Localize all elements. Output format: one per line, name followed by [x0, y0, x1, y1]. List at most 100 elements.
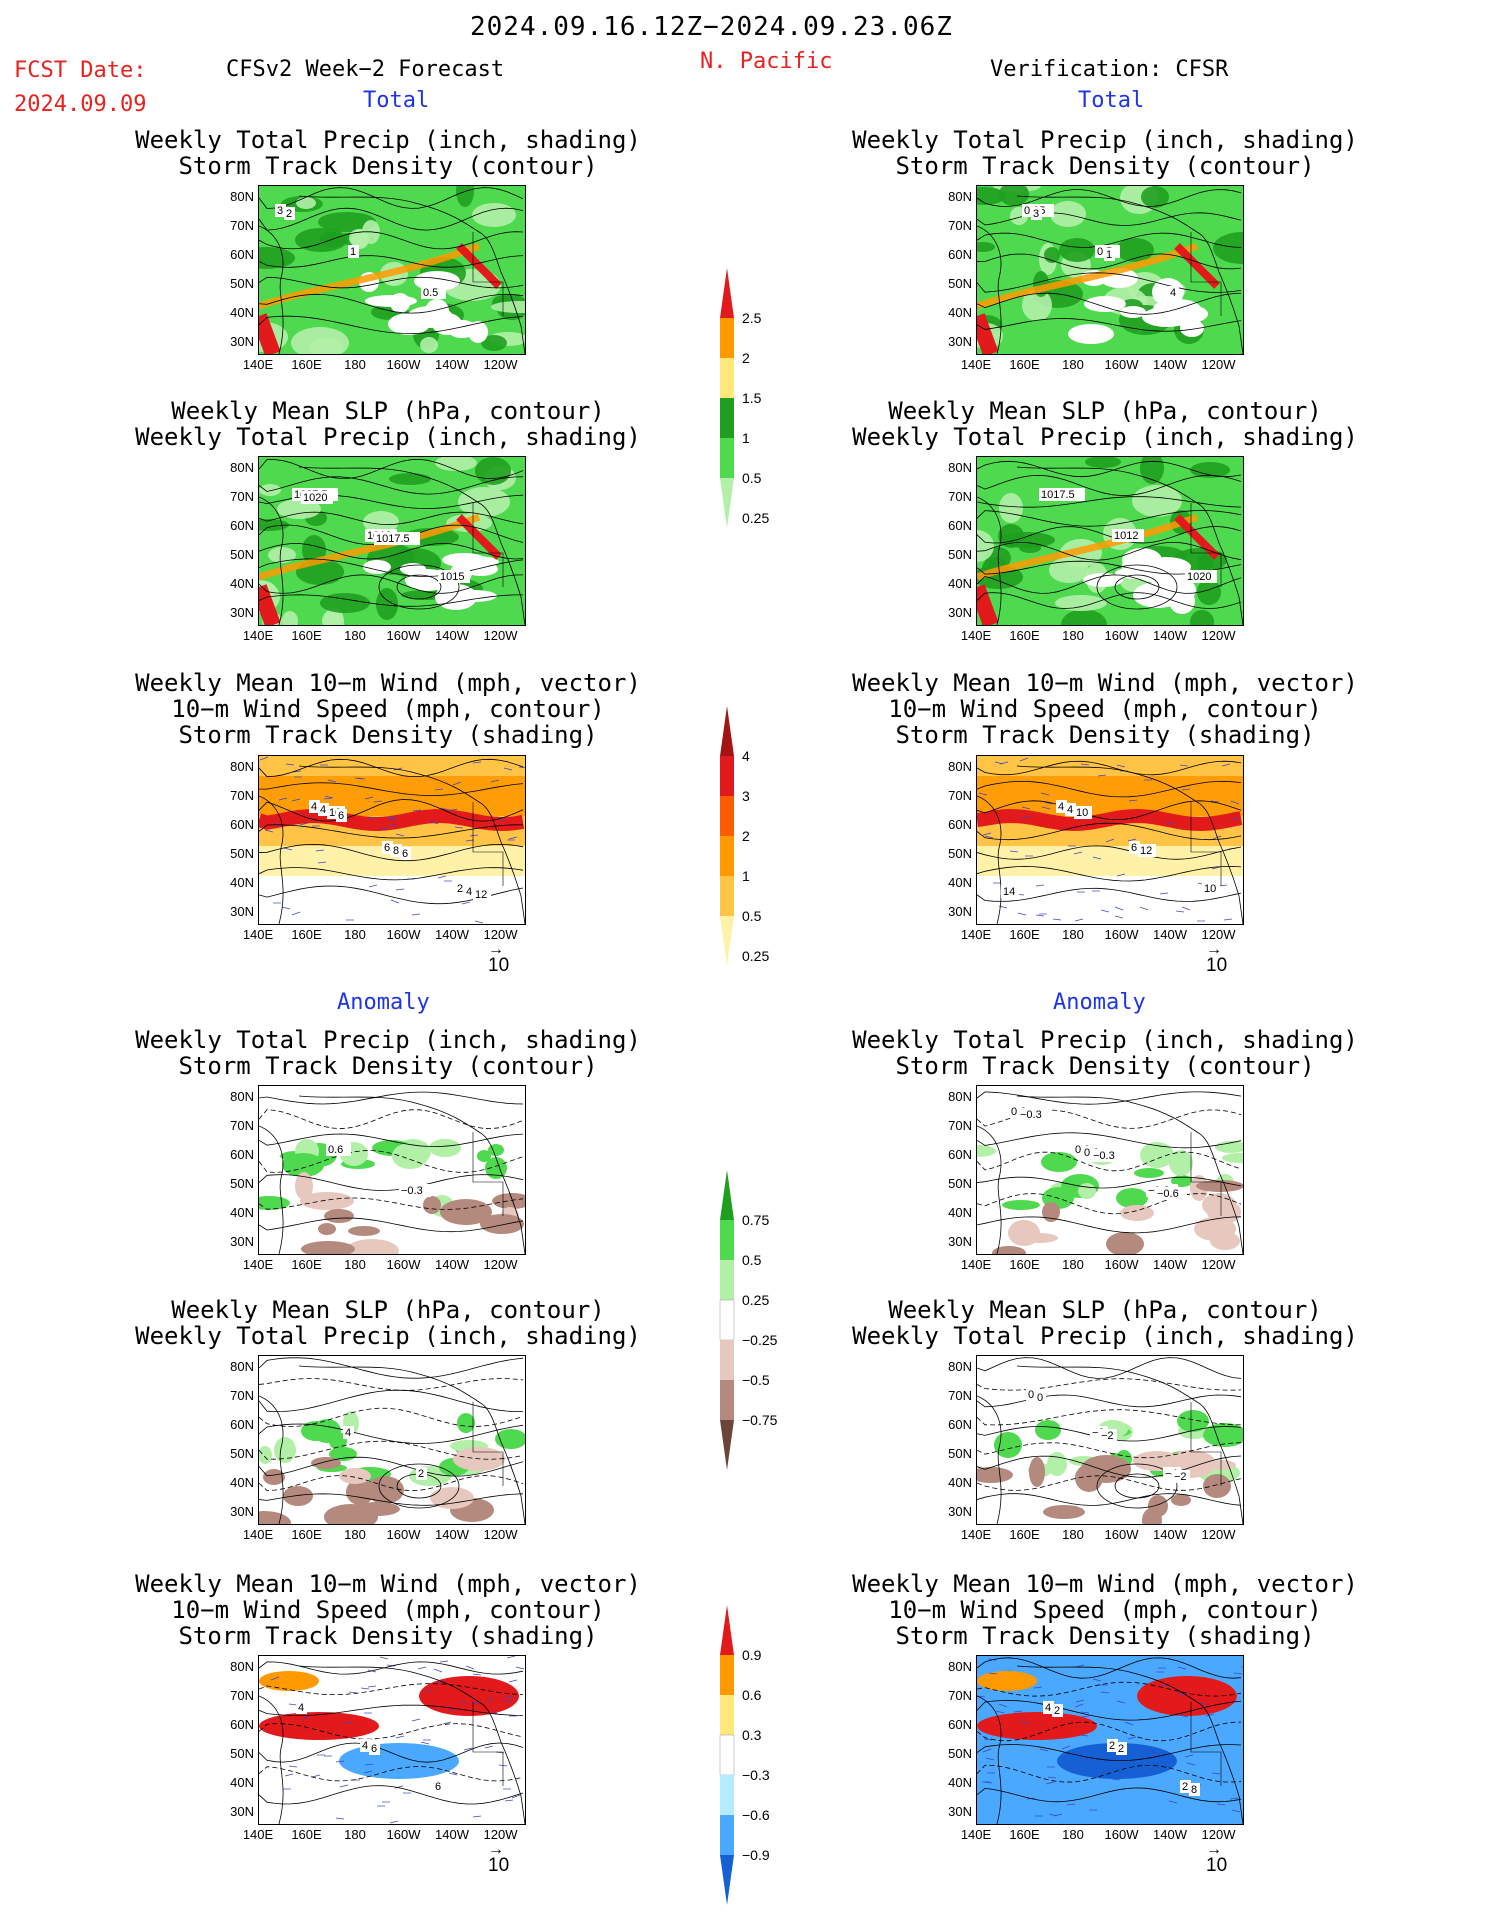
cb-precip-anom-svg: [719, 1170, 735, 1470]
fc_anom_wind-wind-vector: [270, 1676, 280, 1681]
vf_anom_precip-dry-anom: [1120, 1205, 1154, 1221]
vf_total_wind-reference-value: 10: [1206, 955, 1228, 976]
vf_anom_wind-contour: [977, 1657, 1242, 1679]
fc_anom_slp-contour: [259, 1357, 524, 1379]
fc_total_slp-precip-max: [456, 514, 502, 560]
vf_total_wind-lat-label: 70N: [948, 788, 972, 803]
fc_total_slp-lon-label: 140W: [435, 628, 469, 643]
vf_anom_precip-title: Weekly Total Precip (inch, shading) Storm…: [795, 1027, 1415, 1079]
cb-precip-anom-tick-label: −0.75: [742, 1412, 778, 1428]
vf_total_wind-contour-label: 4: [1056, 800, 1067, 813]
fc_anom_slp-dry-anom: [339, 1468, 371, 1484]
vf_anom_slp-svg: −2−40−2−20: [977, 1357, 1243, 1524]
vf_total_wind-title-line: Storm Track Density (shading): [895, 721, 1315, 749]
fc_total_precip-precip-cell: [481, 335, 507, 351]
vf_anom_wind-wind-vector: [1111, 1778, 1121, 1781]
vf_anom_wind-lon-label: 120W: [1201, 1827, 1236, 1842]
vf_anom_wind-wind-vector: [1229, 1797, 1239, 1800]
vf_anom_slp-contour: [977, 1409, 1242, 1426]
svg-text:3: 3: [1033, 208, 1039, 220]
fc_total_precip-lat-label: 60N: [230, 247, 254, 262]
vf_anom_precip-wet-anom: [1041, 1152, 1077, 1172]
svg-text:1: 1: [1106, 249, 1112, 261]
fc_anom_precip-lat-label: 70N: [230, 1118, 254, 1133]
fc_total_slp-precip-max: [259, 584, 281, 625]
vf_anom_wind-border: [1190, 1702, 1222, 1786]
fc_anom_precip-wet-anom: [488, 1144, 504, 1156]
fc_anom_wind-wind-vector: [472, 1673, 482, 1676]
fc_anom_wind-wind-vector: [504, 1799, 514, 1802]
vf_total_wind-wind-vector: [1179, 764, 1189, 767]
vf_anom_precip-wet-anom: [1222, 1153, 1243, 1163]
fc_anom_wind-lon-label: 120W: [483, 1827, 518, 1842]
vf_anom_wind-lat-label: 60N: [948, 1717, 972, 1732]
fc_total_slp-lon-label: 180: [344, 628, 366, 643]
fc_total_wind-wind-vector: [440, 807, 450, 811]
fc_total_precip-precip-cell: [320, 232, 344, 248]
vf_anom_slp-dry-anom: [1029, 1457, 1045, 1487]
fc_anom_slp-dry-anom: [311, 1457, 341, 1469]
fc_total_wind-wind-vector: [412, 809, 422, 812]
cb-precip-anom-tick-label: 0.75: [742, 1212, 770, 1228]
cb-precip-total-tick-label: 0.25: [742, 510, 770, 526]
fc_anom_precip-border: [472, 1132, 504, 1216]
vf_total_precip-america-coast: [1016, 195, 1243, 354]
fc_anom_wind-wind-vector: [484, 1745, 494, 1749]
fc_total_wind-contour-label: 8: [391, 844, 402, 857]
fc_anom_wind-wind-vector: [360, 1687, 370, 1690]
fc_anom_slp-wet-anom: [457, 1413, 475, 1433]
vf_anom_wind-wind-vector: [1061, 1745, 1071, 1750]
fc_total_precip-lon-label: 180: [344, 357, 366, 372]
fc_anom_wind-wind-vector: [411, 1718, 421, 1722]
fc_total_slp-contour: [259, 511, 524, 526]
fc_total_precip-precip-cell: [259, 247, 295, 269]
fc_anom_wind-reference-vector: → 10: [488, 1842, 509, 1877]
vf_total_slp-precip-cell: [1197, 579, 1221, 605]
fc_anom_precip-lon-label: 140E: [242, 1257, 274, 1272]
fc_anom_wind-lon-label: 180: [344, 1827, 366, 1842]
vf_total_precip-svg: 0.250.5431: [977, 186, 1243, 354]
svg-text:1: 1: [350, 246, 356, 258]
cb-precip-total-segment: [720, 318, 734, 358]
vf_total_wind-wind-vector: [1043, 801, 1053, 805]
fc_anom_wind-contour-label: 6: [433, 1780, 444, 1793]
vf_anom_wind-wind-vector: [1179, 1714, 1189, 1718]
cb-storm-anom-segment: [720, 1655, 734, 1695]
vf_anom_wind-wind-vector: [1124, 1721, 1134, 1726]
vf_total_slp-precip-cell: [977, 530, 994, 562]
vf_anom_slp-wet-anom: [1047, 1452, 1067, 1476]
fc_total_slp-lon-label: 160E: [291, 628, 322, 643]
vf_total_wind-wind-vector: [1009, 850, 1019, 853]
fc_anom_wind-contour-label: 6: [369, 1742, 380, 1755]
svg-text:0.5: 0.5: [423, 287, 438, 299]
vf_total_wind-wind-vector: [1181, 906, 1191, 911]
vf_anom_slp-contour: [977, 1378, 1242, 1391]
fc_anom_precip-contour-label: −0.3: [399, 1184, 431, 1197]
fc_total_precip-border: [472, 232, 504, 316]
fc_anom_wind-wind-vector: [339, 1784, 349, 1788]
vf_total_slp-lon-label: 160E: [1009, 628, 1040, 643]
vf_anom_slp-lat-label: 70N: [948, 1388, 972, 1403]
fc_total_precip-dry-cell: [365, 295, 417, 307]
fc_anom_precip-contour: [259, 1150, 524, 1173]
vf_total_precip-lon-label: 120W: [1201, 357, 1236, 372]
vf_total_slp-lon-label: 140E: [960, 628, 992, 643]
svg-text:12: 12: [1140, 845, 1152, 857]
svg-text:2: 2: [1109, 1740, 1115, 1752]
vf_anom_precip-contour: [977, 1091, 1242, 1105]
fc_total_precip-contour-label: 0.5: [421, 286, 446, 299]
vf_total_precip-dry-cell: [1180, 319, 1204, 337]
fc_total_wind-wind-vector: [291, 798, 301, 802]
section-total-forecast: Total: [363, 88, 430, 113]
vf_anom_wind-wind-vector: [988, 1672, 998, 1675]
vf_anom_wind-contour-label: 4: [1043, 1701, 1054, 1714]
vf_anom_precip-america-coast: [1016, 1095, 1243, 1254]
vf_anom_slp-title-line: Weekly Mean SLP (hPa, contour): [888, 1296, 1322, 1324]
vf_anom_wind-wind-vector: [1231, 1809, 1241, 1813]
cb-storm-anom-tick-label: −0.3: [742, 1767, 770, 1783]
fc_anom_wind-contour: [259, 1704, 524, 1716]
vf_anom_wind-lon-label: 160E: [1009, 1827, 1040, 1842]
vf_anom_wind-contour-label: 2: [1116, 1742, 1127, 1755]
vf_total_slp-lon-label: 160W: [1104, 628, 1139, 643]
fc_total_slp-dry-cell: [451, 556, 499, 568]
